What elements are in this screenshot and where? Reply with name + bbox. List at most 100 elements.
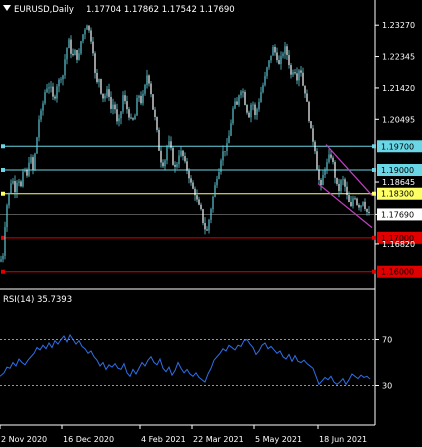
candle-body xyxy=(238,95,240,105)
candle-body xyxy=(162,162,164,167)
candle-body xyxy=(62,75,64,80)
candle-body xyxy=(324,169,326,175)
current-price-label: 1.17690 xyxy=(381,210,414,219)
candle-body xyxy=(70,39,72,54)
level-tag-label-4: 1.16000 xyxy=(381,268,414,277)
candle-body xyxy=(164,160,166,167)
candle-body xyxy=(188,170,190,179)
level-anchor-right-3[interactable] xyxy=(372,235,376,240)
candle-body xyxy=(190,178,192,183)
channel-lower-line[interactable] xyxy=(317,183,373,229)
time-tick-label-4: 5 May 2021 xyxy=(255,435,302,444)
candle-body xyxy=(140,95,142,104)
level-anchor-right-2[interactable] xyxy=(372,191,376,196)
candle-body xyxy=(40,110,42,120)
candle-body xyxy=(6,205,8,228)
candle-body xyxy=(146,75,148,86)
candle-body xyxy=(334,162,336,178)
candle-body xyxy=(44,92,46,104)
candle-body xyxy=(66,48,68,60)
candle-body xyxy=(288,55,290,66)
candle-body xyxy=(152,94,154,110)
price-tick-label-2: 1.21420 xyxy=(382,84,415,93)
level-tag-label-1: 1.19000 xyxy=(381,166,414,175)
candle-body xyxy=(184,156,186,162)
candle-body xyxy=(122,95,124,112)
candle-body xyxy=(236,101,238,105)
candle-body xyxy=(260,92,262,103)
candle-body xyxy=(136,98,138,116)
candle-body xyxy=(232,108,234,124)
candle-body xyxy=(358,204,360,208)
candle-body xyxy=(298,70,300,81)
candle-body xyxy=(278,60,280,65)
level-anchor-right-0[interactable] xyxy=(372,144,376,149)
candle-body xyxy=(178,155,180,165)
candle-body xyxy=(242,91,244,93)
collapse-triangle-icon[interactable] xyxy=(3,5,11,11)
candle-body xyxy=(248,112,250,118)
price-axis: 1.19700 1.19000 1.18300 1.17000 1.16000 1.232… xyxy=(375,21,422,278)
level-anchor-4[interactable] xyxy=(1,269,5,274)
candle-body xyxy=(268,60,270,68)
level-tag-label-2: 1.18300 xyxy=(381,190,414,199)
candle-body xyxy=(304,85,306,94)
candle-body xyxy=(48,87,50,89)
candle-body xyxy=(88,25,90,31)
candle-body xyxy=(144,85,146,94)
candle-body xyxy=(22,171,24,187)
level-tag-1 xyxy=(377,164,422,176)
time-tick-label-3: 22 Mar 2021 xyxy=(193,435,244,444)
candle-body xyxy=(252,104,254,106)
candle-body xyxy=(132,118,134,120)
candle-body xyxy=(326,162,328,170)
candle-body xyxy=(58,79,60,87)
symbol-label: EURUSD,Daily xyxy=(14,5,74,15)
time-tick-label-0: 2 Nov 2020 xyxy=(1,435,47,444)
candle-body xyxy=(172,147,174,165)
candle-body xyxy=(246,104,248,113)
candle-body xyxy=(150,83,152,95)
candle-body xyxy=(96,72,98,83)
candle-body xyxy=(344,179,346,187)
candle-body xyxy=(36,137,38,154)
candle-body xyxy=(128,109,130,118)
level-anchor-3[interactable] xyxy=(1,235,5,240)
candle-body xyxy=(80,41,82,54)
candle-body xyxy=(222,151,224,161)
candle-body xyxy=(28,162,30,176)
channel-upper-line[interactable] xyxy=(325,144,373,196)
candle-body xyxy=(168,141,170,147)
candle-body xyxy=(84,29,86,35)
level-tag-label-3: 1.17000 xyxy=(381,234,414,243)
price-tick-label-6: 1.16820 xyxy=(382,240,415,249)
candle-body xyxy=(264,76,266,86)
candle-body xyxy=(330,154,332,158)
time-tick-label-2: 4 Feb 2021 xyxy=(141,435,186,444)
candle-body xyxy=(216,178,218,186)
candle-body xyxy=(336,177,338,184)
level-anchor-0[interactable] xyxy=(1,144,5,149)
candle-body xyxy=(34,153,36,170)
candle-body xyxy=(10,183,12,194)
candle-body xyxy=(114,104,116,110)
candle-body xyxy=(124,95,126,102)
candle-body xyxy=(350,202,352,207)
level-anchor-right-4[interactable] xyxy=(372,269,376,274)
candle-body xyxy=(218,172,220,179)
candle-body xyxy=(356,198,358,205)
candle-body xyxy=(228,135,230,144)
candle-body xyxy=(348,194,350,203)
candle-body xyxy=(116,109,118,122)
candle-body xyxy=(354,198,356,200)
candle-body xyxy=(134,115,136,120)
level-anchor-2[interactable] xyxy=(1,191,5,196)
candle-body xyxy=(292,72,294,75)
candle-body xyxy=(332,157,334,163)
candle-body xyxy=(50,86,52,88)
level-anchor-right-1[interactable] xyxy=(372,168,376,172)
candle-body xyxy=(126,101,128,110)
level-anchor-1[interactable] xyxy=(1,168,5,172)
